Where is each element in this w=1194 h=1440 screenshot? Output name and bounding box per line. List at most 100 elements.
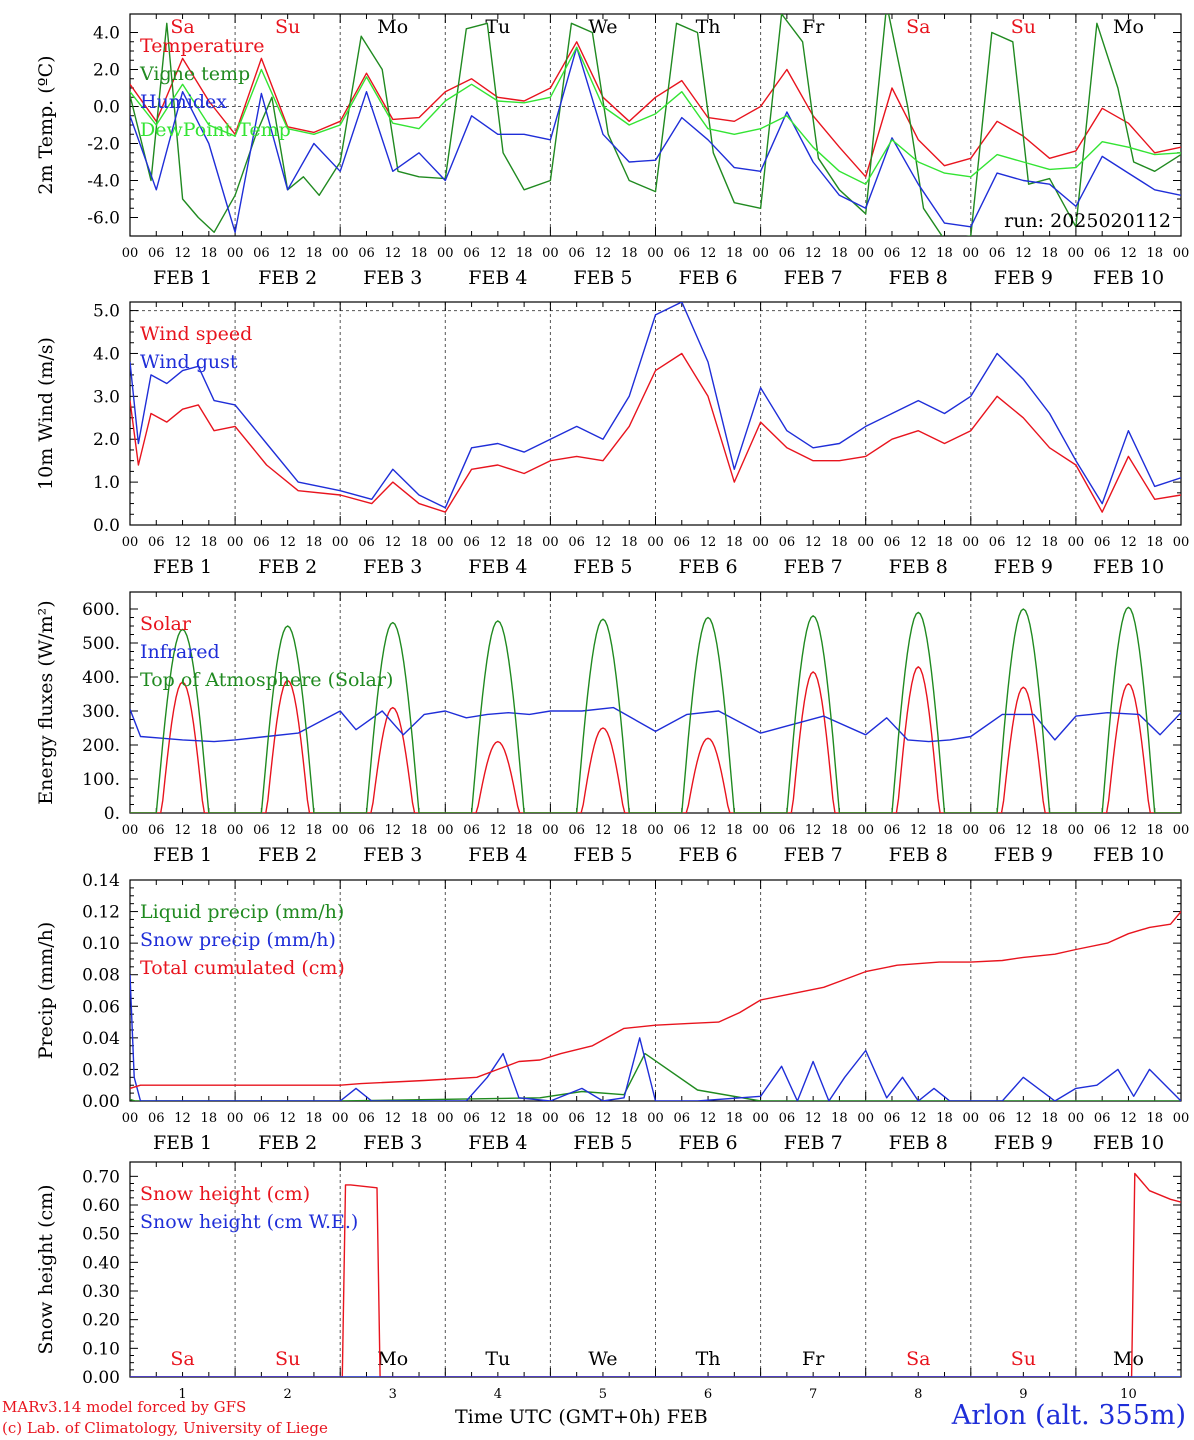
y-tick-label: 100. [82,770,120,790]
date-label: FEB 3 [363,1132,422,1154]
hour-tick-label: 18 [201,1111,218,1126]
hour-tick-label: 06 [148,1111,165,1126]
plot-frame [129,301,1182,526]
date-label: FEB 9 [994,1132,1053,1154]
hour-tick-label: 06 [779,535,796,550]
hour-tick-label: 00 [542,535,559,550]
hour-tick-label: 12 [595,1111,612,1126]
hour-tick-label: 18 [516,823,533,838]
hour-tick-label: 06 [989,1111,1006,1126]
hour-tick-label: 18 [1041,1111,1058,1126]
series-group [130,302,1181,513]
hour-tick-label: 18 [831,246,848,261]
hour-tick-label: 00 [122,246,139,261]
hour-tick-label: 18 [1146,535,1163,550]
y-axis-label: 10m Wind (m/s) [35,337,57,490]
series-line-2 [130,14,1181,236]
day-number-label: 8 [914,1387,922,1402]
x-axis-label: Time UTC (GMT+0h) FEB [455,1406,708,1428]
hour-tick-label: 06 [884,823,901,838]
y-tick-label: 0.10 [82,1339,120,1359]
hour-tick-label: 00 [963,535,980,550]
hour-tick-label: 06 [989,535,1006,550]
date-label: FEB 4 [468,556,527,578]
hour-tick-label: 12 [174,535,191,550]
legend-entry: Snow precip (mm/h) [140,929,336,951]
hour-tick-label: 18 [306,535,323,550]
run-annotation: run: 2025020112 [1004,210,1171,232]
hour-tick-label: 18 [936,823,953,838]
hour-tick-label: 06 [358,1111,375,1126]
date-label: FEB 5 [573,556,632,578]
date-label: FEB 1 [153,267,212,289]
date-label: FEB 8 [889,1132,948,1154]
series-group [130,606,1181,813]
y-tick-label: 0.04 [82,1029,120,1049]
hour-tick-label: 12 [490,535,507,550]
hour-tick-label: 18 [1041,823,1058,838]
y-axis-label: Energy fluxes (W/m²) [35,600,57,804]
hour-tick-label: 12 [595,823,612,838]
hour-tick-label: 18 [936,246,953,261]
date-label: FEB 4 [468,267,527,289]
hour-tick-label: 06 [148,246,165,261]
hour-tick-label: 00 [542,823,559,838]
hour-tick-label: 12 [1120,1111,1137,1126]
day-number-label: 6 [704,1387,712,1402]
hour-tick-label: 06 [358,535,375,550]
date-label: FEB 7 [784,556,843,578]
day-number-label: 1 [178,1387,186,1402]
weekday-label: Sa [906,1348,930,1370]
hour-tick-label: 18 [201,535,218,550]
hour-tick-label: 18 [831,1111,848,1126]
y-tick-label: 0.70 [82,1167,120,1187]
hour-tick-label: 00 [542,246,559,261]
hour-tick-label: 00 [752,535,769,550]
date-label: FEB 1 [153,1132,212,1154]
hour-tick-label: 12 [805,823,822,838]
series-group [130,1172,1181,1377]
legend-entry: Wind speed [140,323,252,345]
hour-tick-label: 00 [1068,535,1085,550]
panel-3: 600. 500. 400. 300. 200. 100. 0. Energy fluxes … [35,591,1189,866]
day-number-label: 7 [809,1387,817,1402]
hour-tick-label: 00 [1173,535,1190,550]
y-tick-label: 0.40 [82,1253,120,1273]
hour-tick-label: 18 [936,1111,953,1126]
weekday-label: Sa [170,1348,194,1370]
hour-tick-label: 12 [384,1111,401,1126]
hour-tick-label: 06 [253,1111,270,1126]
day-number-label: 4 [494,1387,502,1402]
y-tick-label: -4.0 [87,172,120,192]
hour-tick-label: 00 [122,1111,139,1126]
hour-tick-label: 18 [1146,246,1163,261]
series-line-1 [130,1172,1181,1377]
hour-tick-label: 12 [174,246,191,261]
hour-tick-label: 12 [595,535,612,550]
date-label: FEB 3 [363,267,422,289]
series-line-2 [130,302,1181,509]
hour-tick-label: 12 [910,246,927,261]
hour-tick-label: 06 [779,246,796,261]
y-tick-label: 0.00 [82,1092,120,1112]
date-label: FEB 3 [363,556,422,578]
hour-tick-label: 00 [857,823,874,838]
hour-tick-label: 00 [1068,1111,1085,1126]
y-tick-label: 0.12 [82,903,120,923]
panel-1: 4.0 2.0 0.0 -2.0 -4.0 -6.0 2m Temp. (ºC) 00 06 12… [35,13,1189,289]
y-tick-label: 0.06 [82,997,120,1017]
y-tick-label: 0.08 [82,966,120,986]
hour-tick-label: 18 [201,246,218,261]
hour-tick-label: 00 [857,1111,874,1126]
weekday-label: Th [696,16,721,38]
hour-tick-label: 06 [253,535,270,550]
y-tick-label: 0.30 [82,1282,120,1302]
series-line-1 [130,352,1181,513]
weekday-label: We [588,1348,617,1370]
hour-tick-label: 12 [279,823,296,838]
series-line-2 [130,974,1181,1101]
hour-tick-label: 00 [227,823,244,838]
date-label: FEB 1 [153,556,212,578]
hour-tick-label: 18 [726,823,743,838]
